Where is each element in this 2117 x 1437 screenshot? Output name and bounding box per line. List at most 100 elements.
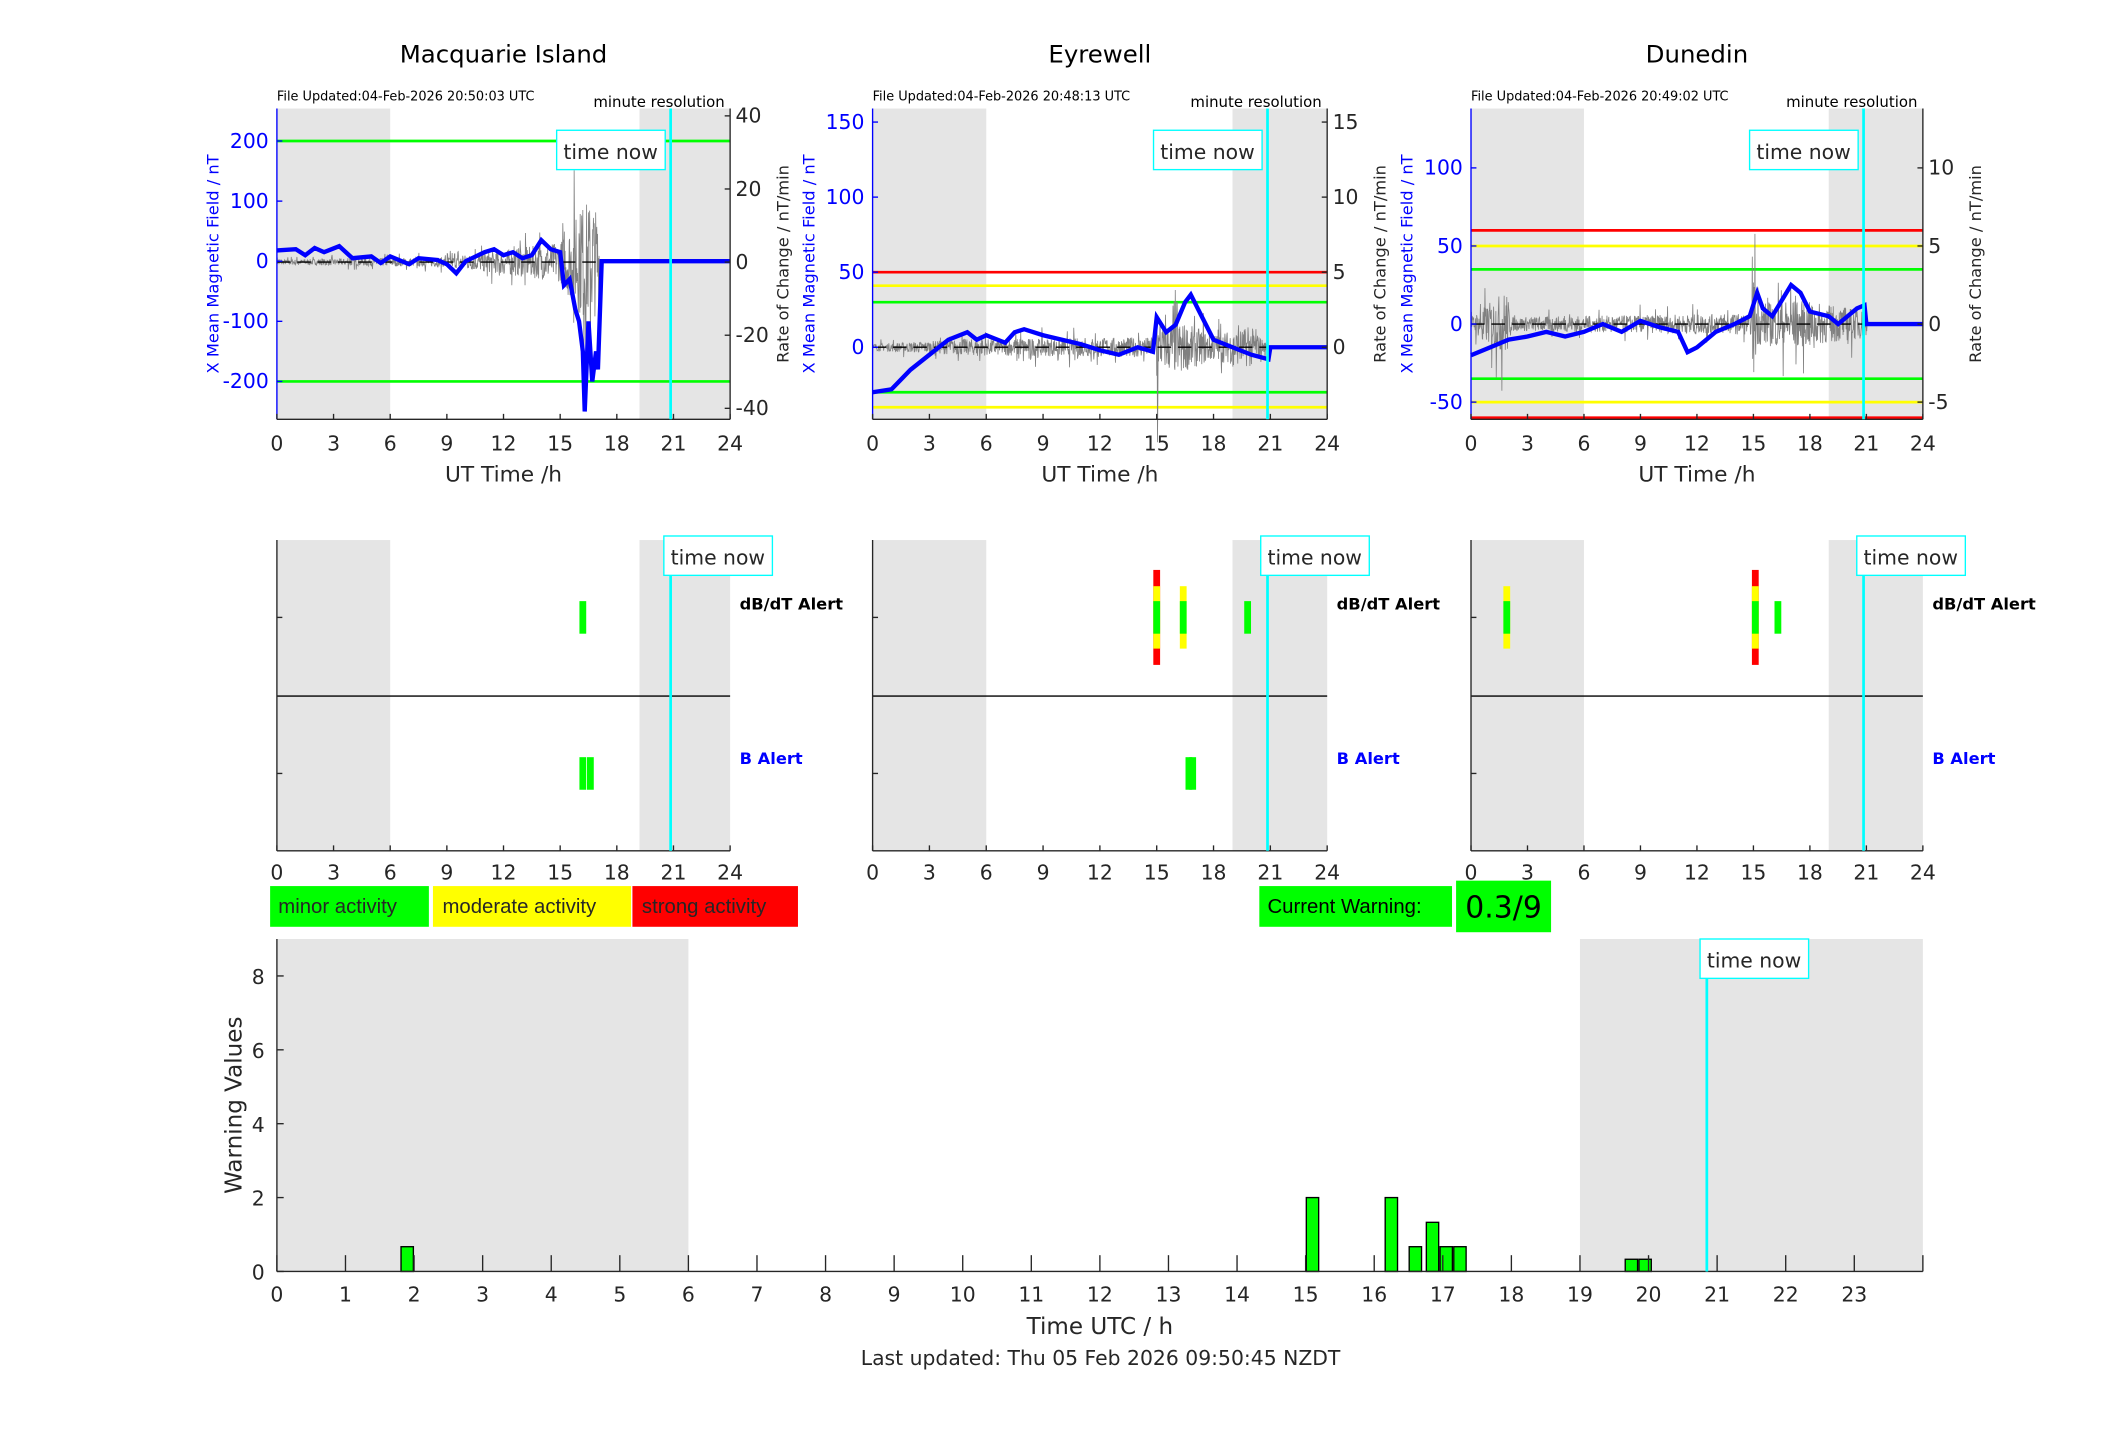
y-right-tick-label: 0	[736, 250, 749, 274]
x-tick-label: 15	[1293, 1282, 1319, 1306]
x-tick-label: 3	[1521, 432, 1534, 456]
y-right-tick-label: 0	[1333, 335, 1346, 359]
y-right-tick-label: 15	[1333, 110, 1359, 134]
x-tick-label: 21	[1853, 860, 1879, 884]
x-tick-label: 24	[1314, 860, 1340, 884]
y-tick-label: 150	[826, 110, 865, 134]
x-tick-label: 12	[1087, 432, 1113, 456]
y-tick-label: 100	[826, 185, 865, 209]
x-tick-label: 14	[1224, 1282, 1250, 1306]
station-panel-dunedin: DunedinFile Updated:04-Feb-2026 20:49:02…	[1398, 39, 2036, 884]
y-tick-label: 8	[252, 965, 265, 989]
time-now-label: time now	[1864, 545, 1958, 569]
warning-bar	[1639, 1259, 1651, 1271]
x-tick-label: 15	[1740, 860, 1766, 884]
x-tick-label: 12	[1684, 860, 1710, 884]
y-right-tick-label: -5	[1928, 390, 1948, 414]
dbdt-alert-label: dB/dT Alert	[1932, 594, 2036, 613]
x-tick-label: 0	[866, 432, 879, 456]
y-right-tick-label: 10	[1928, 156, 1954, 180]
x-tick-label: 18	[1797, 860, 1823, 884]
x-axis-label: UT Time /h	[1041, 463, 1158, 488]
y-tick-label: 200	[230, 129, 269, 153]
y-right-tick-label: -20	[736, 323, 769, 347]
x-tick-label: 3	[1521, 860, 1534, 884]
x-tick-label: 8	[819, 1282, 832, 1306]
x-tick-label: 13	[1156, 1282, 1182, 1306]
y-tick-label: 100	[230, 189, 269, 213]
x-tick-label: 24	[1910, 432, 1936, 456]
time-now-label: time now	[563, 140, 657, 164]
x-tick-label: 19	[1567, 1282, 1593, 1306]
y-right-tick-label: 40	[736, 104, 762, 128]
dbdt-alert-bar-minor	[1775, 601, 1782, 634]
station-title: Macquarie Island	[400, 39, 608, 68]
x-tick-label: 18	[604, 860, 630, 884]
dbdt-alert-bar-minor	[1153, 601, 1160, 634]
x-tick-label: 10	[950, 1282, 976, 1306]
x-tick-label: 6	[384, 860, 397, 884]
y-tick-label: 0	[852, 335, 865, 359]
x-tick-label: 9	[1634, 432, 1647, 456]
y-tick-label: 4	[252, 1113, 265, 1137]
b-alert-bar-minor	[579, 757, 586, 790]
x-tick-label: 12	[491, 860, 517, 884]
x-axis-label: UT Time /h	[445, 463, 562, 488]
y-tick-label: -100	[223, 309, 269, 333]
x-tick-label: 9	[1037, 860, 1050, 884]
x-tick-label: 0	[1465, 860, 1478, 884]
b-alert-label: B Alert	[740, 749, 803, 768]
dbdt-alert-bar-minor	[1503, 601, 1510, 634]
warning-bar	[1426, 1222, 1438, 1271]
x-tick-label: 12	[491, 432, 517, 456]
x-tick-label: 11	[1018, 1282, 1044, 1306]
y-tick-label: 50	[1437, 234, 1463, 258]
legend: minor activity moderate activity strong …	[270, 886, 798, 927]
y-tick-label: 100	[1424, 156, 1463, 180]
dbdt-alert-label: dB/dT Alert	[1337, 594, 1441, 613]
station-title: Dunedin	[1646, 39, 1749, 68]
x-tick-label: 0	[270, 432, 283, 456]
x-tick-label: 23	[1841, 1282, 1867, 1306]
dbdt-alert-bar-minor	[1752, 601, 1759, 634]
minute-resolution-label: minute resolution	[1190, 93, 1321, 111]
y-tick-label: -50	[1430, 390, 1463, 414]
night-shade	[1471, 109, 1584, 420]
x-tick-label: 21	[1704, 1282, 1730, 1306]
x-tick-label: 17	[1430, 1282, 1456, 1306]
warning-values-chart: 024680 1 2 3 4 5 6 7 8 9 10 11 12 13 14 15 16 17 18 19 20 21 2…	[222, 939, 1923, 1340]
y-axis-label: X Mean Magnetic Field / nT	[799, 154, 818, 373]
x-tick-label: 3	[923, 432, 936, 456]
x-tick-label: 24	[717, 432, 743, 456]
time-now-label: time now	[1268, 545, 1362, 569]
x-tick-label: 16	[1361, 1282, 1387, 1306]
file-updated: File Updated:04-Feb-2026 20:48:13 UTC	[873, 89, 1131, 104]
b-alert-label: B Alert	[1932, 749, 1995, 768]
y-right-axis-label: Rate of Change / nT/min	[1966, 165, 1985, 363]
b-alert-label: B Alert	[1337, 749, 1400, 768]
x-tick-label: 15	[1144, 432, 1170, 456]
warning-bar	[1385, 1198, 1397, 1272]
current-warning-value: 0.3/9	[1465, 890, 1542, 925]
geomagnetic-dashboard: Last updated: Thu 05 Feb 2026 09:50:45 N…	[0, 0, 2117, 1437]
x-tick-label: 0	[1465, 432, 1478, 456]
y-axis-label: Warning Values	[222, 1017, 248, 1194]
x-tick-label: 20	[1636, 1282, 1662, 1306]
x-tick-label: 18	[1201, 432, 1227, 456]
x-tick-label: 9	[1037, 432, 1050, 456]
x-tick-label: 4	[545, 1282, 558, 1306]
y-axis-label: X Mean Magnetic Field / nT	[204, 154, 223, 373]
dbdt-alert-label: dB/dT Alert	[740, 594, 844, 613]
x-tick-label: 21	[1257, 860, 1283, 884]
x-tick-label: 21	[661, 432, 687, 456]
warning-bar	[1454, 1247, 1466, 1272]
minute-resolution-label: minute resolution	[593, 93, 724, 111]
x-tick-label: 21	[1853, 432, 1879, 456]
warning-bar	[1625, 1259, 1637, 1271]
y-tick-label: 2	[252, 1187, 265, 1211]
warning-bar	[401, 1247, 413, 1272]
night-shade	[277, 939, 688, 1271]
y-right-tick-label: 5	[1928, 234, 1941, 258]
x-tick-label: 9	[440, 432, 453, 456]
x-tick-label: 15	[547, 432, 573, 456]
